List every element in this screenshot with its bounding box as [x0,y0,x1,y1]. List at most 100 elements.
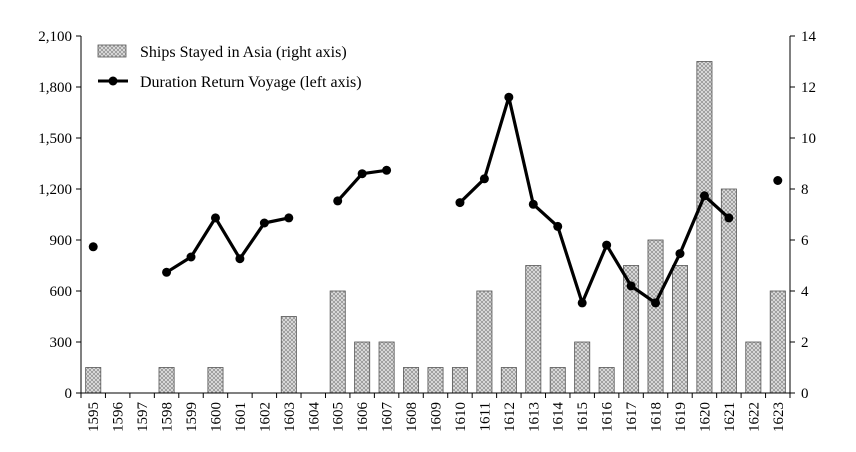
x-tick-label: 1597 [135,402,151,433]
point-1606 [357,169,367,179]
point-1607 [382,165,392,175]
left-tick-label: 1,200 [38,182,72,198]
point-1618 [651,298,661,308]
point-1605 [333,196,343,206]
bar-1609 [427,367,444,394]
point-1610 [455,198,465,208]
point-1621 [724,213,734,223]
x-tick-label: 1623 [771,402,787,432]
x-tick-label: 1601 [233,402,249,432]
bar-1606 [354,341,371,394]
x-tick-label: 1606 [355,402,371,433]
bar-1595 [85,367,102,394]
x-tick-label: 1596 [111,402,127,433]
duration-line-segment [165,216,290,274]
left-tick-label: 300 [50,335,73,351]
point-1598 [162,267,172,277]
x-tick-label: 1614 [551,402,567,433]
bar-1623 [769,290,786,394]
left-tick-label: 1,500 [38,131,72,147]
bar-series [85,61,786,394]
right-tick-label: 14 [801,29,817,45]
point-1615 [577,298,587,308]
point-1612 [504,92,514,102]
x-tick-label: 1618 [649,402,665,432]
bar-1603 [280,316,297,394]
bar-1616 [598,367,615,394]
x-tick-label: 1613 [526,402,542,432]
bar-1620 [696,61,713,394]
left-tick-label: 0 [65,386,73,402]
duration-line-segment [458,95,730,305]
bar-1615 [574,341,591,394]
bar-1608 [403,367,420,394]
bar-1614 [549,367,566,394]
x-tick-label: 1602 [257,402,273,432]
x-tick-label: 1600 [208,402,224,432]
bar-1613 [525,265,542,394]
x-tick-label: 1608 [404,402,420,432]
point-1603 [284,213,294,223]
x-tick-label: 1609 [429,402,445,432]
x-tick-label: 1604 [306,402,322,433]
left-tick-label: 900 [50,233,73,249]
x-tick-label: 1619 [673,402,689,432]
legend-marker [108,76,118,86]
legend-label-duration: Duration Return Voyage (left axis) [140,74,362,91]
point-1614 [553,221,563,231]
point-1619 [675,249,685,259]
right-tick-label: 0 [801,386,809,402]
point-1611 [479,174,489,184]
point-1595 [88,242,98,252]
point-1623 [773,176,783,185]
right-tick-label: 4 [801,284,809,300]
bar-1619 [672,265,688,394]
x-tick-label: 1605 [331,402,347,432]
x-tick-label: 1598 [160,402,176,432]
point-1617 [626,281,636,291]
bar-1600 [207,367,224,394]
x-tick-label: 1620 [697,402,713,432]
bar-1611 [476,290,493,394]
point-1620 [699,191,709,201]
x-tick-label: 1616 [600,402,616,433]
x-tick-label: 1615 [575,402,591,432]
x-tick-label: 1599 [184,402,200,432]
line-series [88,92,783,308]
point-1601 [235,254,245,264]
x-tick-label: 1621 [722,402,738,432]
bar-1618 [647,239,664,394]
point-1599 [186,252,196,262]
point-1600 [210,213,220,223]
left-tick-label: 1,800 [38,80,72,96]
axes: 0 300 600 900 1,200 1,500 1,800 2,100 0 2 4 6 8 10 12 1… [38,29,816,432]
legend-bar-swatch [97,44,127,58]
right-tick-label: 6 [801,233,809,249]
right-tick-label: 2 [801,335,809,351]
left-tick-label: 2,100 [38,29,72,45]
x-tick-label: 1595 [86,402,102,432]
bar-1622 [745,341,762,394]
x-tick-label: 1603 [282,402,298,432]
point-1613 [528,199,538,209]
x-tick-label: 1617 [624,402,640,433]
right-tick-label: 12 [801,80,816,96]
legend: Ships Stayed in Asia (right axis) Durati… [97,44,362,91]
bar-1598 [158,367,175,394]
point-1616 [602,240,612,250]
legend-label-ships: Ships Stayed in Asia (right axis) [140,44,347,61]
bar-1605 [329,290,346,394]
right-tick-label: 10 [801,131,816,147]
x-tick-label: 1611 [477,402,493,431]
bar-1610 [451,367,468,394]
bar-1607 [378,341,395,394]
x-tick-label: 1610 [453,402,469,432]
left-tick-label: 600 [50,284,73,300]
x-tick-label: 1612 [502,402,518,432]
point-1602 [259,218,269,228]
right-tick-label: 8 [801,182,809,198]
x-tick-label: 1607 [380,402,396,433]
x-tick-label: 1622 [746,402,762,432]
bar-1612 [500,367,517,394]
